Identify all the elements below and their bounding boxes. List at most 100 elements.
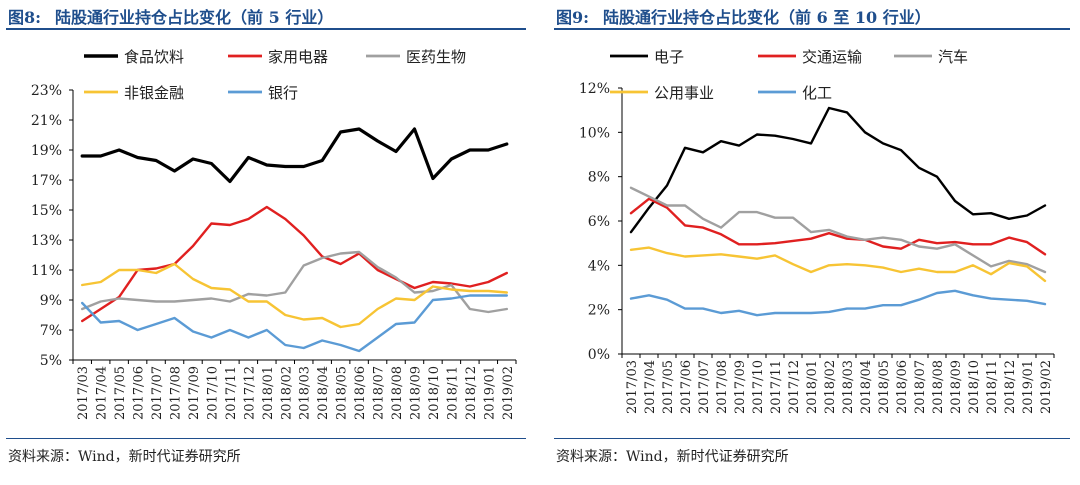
right-y-tick-label: 12%: [579, 81, 610, 97]
right-x-tick-label: 2017/04: [643, 360, 658, 414]
left-x-tick-label: 2018/01: [261, 366, 276, 420]
left-y-tick-label: 17%: [31, 173, 62, 189]
right-line-chart: 0%2%4%6%8%10%12%2017/03 2017/04 2017/05 201…: [579, 48, 1055, 414]
right-legend-label-2: 交通运输: [802, 48, 862, 66]
left-y-tick-label: 13%: [31, 233, 62, 249]
right-source-note: 资料来源：Wind，新时代证券研究所: [556, 449, 789, 465]
left-legend-label-3: 医药生物: [406, 48, 466, 66]
right-x-tick-label: 2017/08: [715, 360, 730, 414]
right-x-tick-label: 2017/05: [661, 360, 676, 414]
left-legend-label-2: 家用电器: [268, 48, 328, 66]
right-x-tick-label: 2019/01: [1021, 360, 1036, 414]
left-x-tick-label: 2017/12: [242, 366, 257, 420]
left-y-tick-label: 5%: [40, 353, 62, 369]
right-chart-title: 图9: 陆股通行业持仓占比变化（前 6 至 10 行业）: [556, 4, 931, 28]
right-series-line-2: [629, 197, 1047, 256]
left-x-tick-label: 2019/02: [501, 366, 516, 420]
left-series-line-1: [80, 127, 509, 184]
right-y-tick-label: 10%: [579, 125, 610, 141]
left-x-tick-label: 2017/06: [132, 366, 147, 420]
left-legend-label-1: 食品饮料: [124, 48, 184, 66]
right-x-tick-label: 2018/03: [841, 360, 856, 414]
left-chart-panel: 图8: 陆股通行业持仓占比变化（前 5 行业） 5% 7% 9% 11% 13% 15% 17…: [6, 4, 526, 465]
right-legend-label-1: 电子: [654, 48, 684, 66]
right-x-tick-label: 2019/02: [1039, 360, 1054, 414]
left-x-tick-label: 2018/06: [353, 366, 368, 420]
left-x-tick-label: 2018/08: [390, 366, 405, 420]
right-series-line-5: [629, 289, 1047, 317]
left-chart-title: 图8: 陆股通行业持仓占比变化（前 5 行业）: [8, 4, 333, 28]
left-series-line-4: [80, 262, 508, 329]
right-x-tick-label: 2018/01: [805, 360, 820, 414]
right-x-tick-label: 2018/05: [877, 360, 892, 414]
left-x-tick-label: 2017/10: [205, 366, 220, 420]
left-x-tick-label: 2019/01: [482, 366, 497, 420]
left-series-line-5: [80, 294, 508, 353]
left-source-note: 资料来源：Wind，新时代证券研究所: [8, 449, 241, 465]
left-x-tick-label: 2018/07: [372, 366, 387, 420]
left-legend-label-4: 非银金融: [124, 84, 184, 102]
right-x-tick-label: 2017/09: [733, 360, 748, 414]
right-figure-title: 陆股通行业持仓占比变化（前 6 至 10 行业）: [603, 8, 931, 27]
left-x-tick-label: 2017/09: [187, 366, 202, 420]
right-x-tick-label: 2018/04: [859, 360, 874, 414]
left-x-tick-label: 2017/11: [224, 366, 239, 420]
right-x-tick-label: 2018/10: [967, 360, 982, 414]
right-legend-label-3: 汽车: [938, 48, 968, 66]
left-x-tick-label: 2018/05: [335, 366, 350, 420]
left-y-tick-label: 7%: [40, 323, 62, 339]
right-series-line-3: [629, 186, 1047, 274]
left-x-tick-label: 2018/11: [445, 366, 460, 420]
right-x-tick-label: 2017/11: [769, 360, 784, 414]
left-line-chart: 5% 7% 9% 11% 13% 15% 17% 19% 21% 23% 2017/03 2017/0…: [31, 48, 517, 420]
right-legend-label-5: 化工: [802, 84, 832, 102]
left-y-tick-label: 15%: [31, 203, 62, 219]
right-x-tick-label: 2017/03: [625, 360, 640, 414]
left-x-tick-label: 2018/09: [408, 366, 423, 420]
left-x-tick-label: 2017/08: [169, 366, 184, 420]
right-x-tick-label: 2017/10: [751, 360, 766, 414]
right-y-tick-label: 8%: [588, 170, 610, 186]
right-figure-number: 图9:: [556, 8, 590, 27]
left-y-tick-label: 9%: [40, 293, 62, 309]
left-y-tick-label: 11%: [31, 263, 62, 279]
left-series-line-3: [80, 250, 508, 314]
right-legend-label-4: 公用事业: [654, 84, 714, 102]
left-x-tick-label: 2018/02: [279, 366, 294, 420]
right-x-tick-label: 2018/02: [823, 360, 838, 414]
right-y-tick-label: 4%: [588, 258, 610, 274]
left-y-tick-label: 21%: [31, 113, 62, 129]
right-x-tick-label: 2018/11: [985, 360, 1000, 414]
right-x-tick-label: 2018/12: [1003, 360, 1018, 414]
left-y-tick-label: 23%: [31, 83, 62, 99]
left-x-tick-label: 2017/05: [113, 366, 128, 420]
right-series-line-4: [629, 246, 1047, 283]
right-chart-panel: 图9: 陆股通行业持仓占比变化（前 6 至 10 行业） 0% 2% 4% 6% 8% 10…: [548, 0, 1080, 485]
left-x-tick-label: 2018/04: [316, 366, 331, 420]
left-figure-title: 陆股通行业持仓占比变化（前 5 行业）: [55, 8, 334, 27]
left-x-tick-label: 2018/10: [427, 366, 442, 420]
left-figure-number: 图8:: [8, 8, 42, 27]
left-x-tick-label: 2017/04: [95, 366, 110, 420]
left-legend-label-5: 银行: [268, 84, 298, 102]
right-x-tick-label: 2017/12: [787, 360, 802, 414]
left-x-tick-label: 2017/07: [150, 366, 165, 420]
right-title-rule: [554, 28, 1070, 30]
left-series-line-2: [80, 205, 508, 323]
left-x-tick-label: 2018/12: [464, 366, 479, 420]
right-series-line-1: [629, 106, 1047, 234]
right-y-tick-label: 6%: [588, 214, 610, 230]
left-source-rule: [6, 438, 526, 439]
left-y-tick-label: 19%: [31, 143, 62, 159]
right-x-tick-label: 2018/07: [913, 360, 928, 414]
right-x-tick-label: 2018/09: [949, 360, 964, 414]
left-title-rule: [6, 28, 526, 30]
right-x-tick-label: 2017/06: [679, 360, 694, 414]
right-y-tick-label: 0%: [588, 347, 610, 363]
left-x-tick-label: 2017/03: [76, 366, 91, 420]
right-source-rule: [554, 438, 1070, 439]
left-x-tick-label: 2018/03: [298, 366, 313, 420]
right-x-tick-label: 2018/08: [931, 360, 946, 414]
right-x-tick-label: 2018/06: [895, 360, 910, 414]
right-x-tick-label: 2017/07: [697, 360, 712, 414]
